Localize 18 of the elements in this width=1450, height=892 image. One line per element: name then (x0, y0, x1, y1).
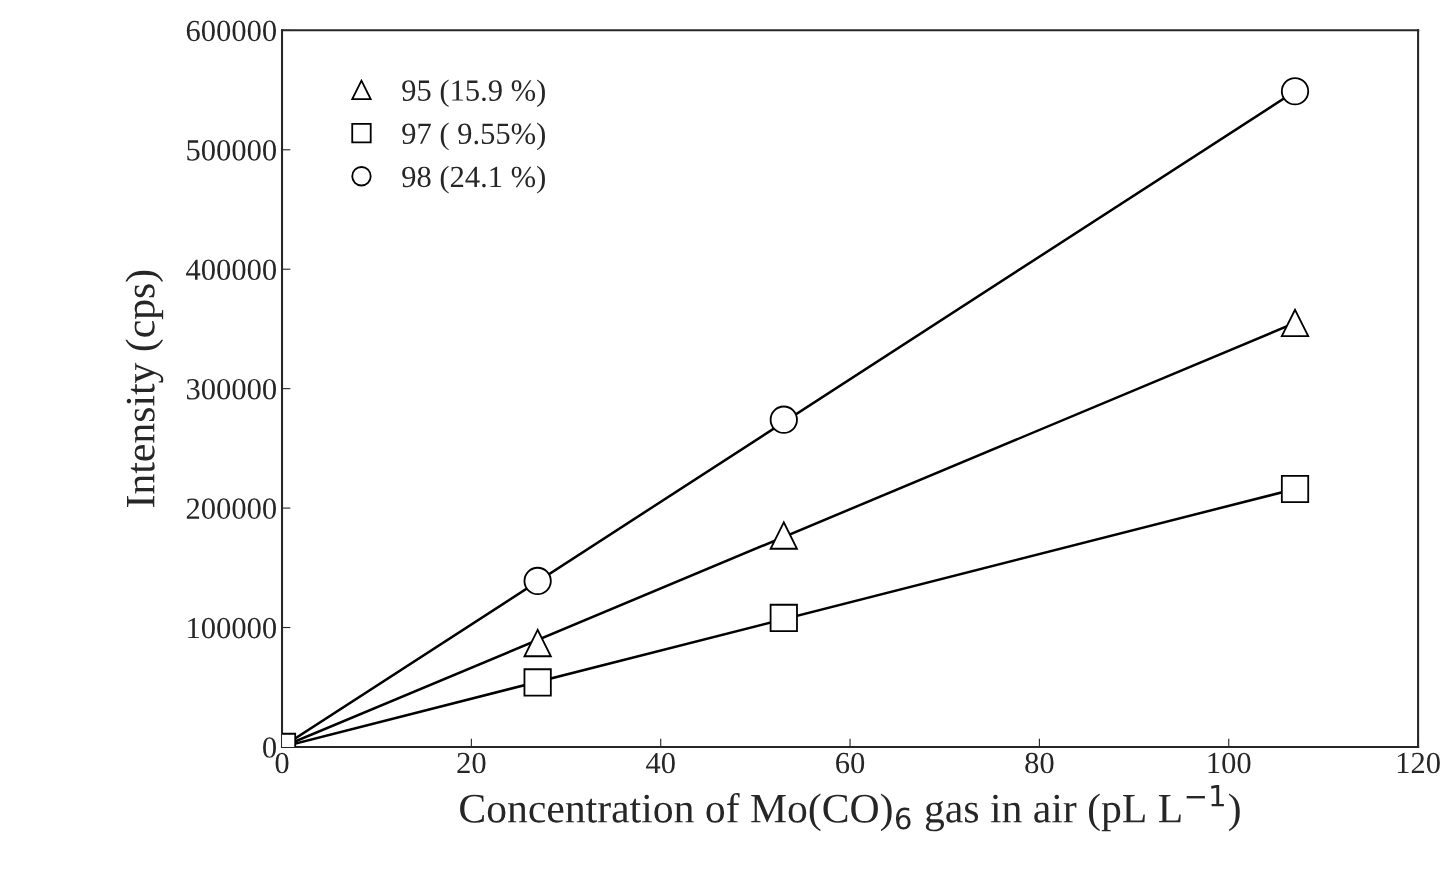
legend-label: 97 ( 9.55%) (402, 122, 545, 151)
x-tick-label: 40 (646, 752, 675, 774)
y-tick-label: 100000 (188, 617, 276, 639)
y-axis-title: Intensity (cps) (125, 270, 164, 507)
y-tick-label: 200000 (186, 498, 276, 519)
y-tick-label: 0 (263, 737, 276, 758)
y-tick-label: 600000 (186, 20, 276, 42)
x-axis-title: Concentration of Mo(CO)$_{6}$ gas in air (pL L$^{−1}$) (460, 785, 1240, 832)
y-tick-label: 500000 (187, 140, 276, 161)
x-tick-label: 60 (836, 752, 865, 774)
legend-label: 95 (15.9 %) (402, 79, 545, 108)
x-tick-label: 100 (1208, 752, 1251, 774)
x-tick-label: 120 (1397, 752, 1440, 774)
y-tick-label: 400000 (186, 259, 276, 281)
x-tick-label: 80 (1025, 752, 1054, 774)
legend-label: 98 (24.1 %) (402, 165, 545, 194)
x-tick-label: 20 (457, 752, 486, 774)
y-tick-label: 300000 (186, 378, 276, 400)
